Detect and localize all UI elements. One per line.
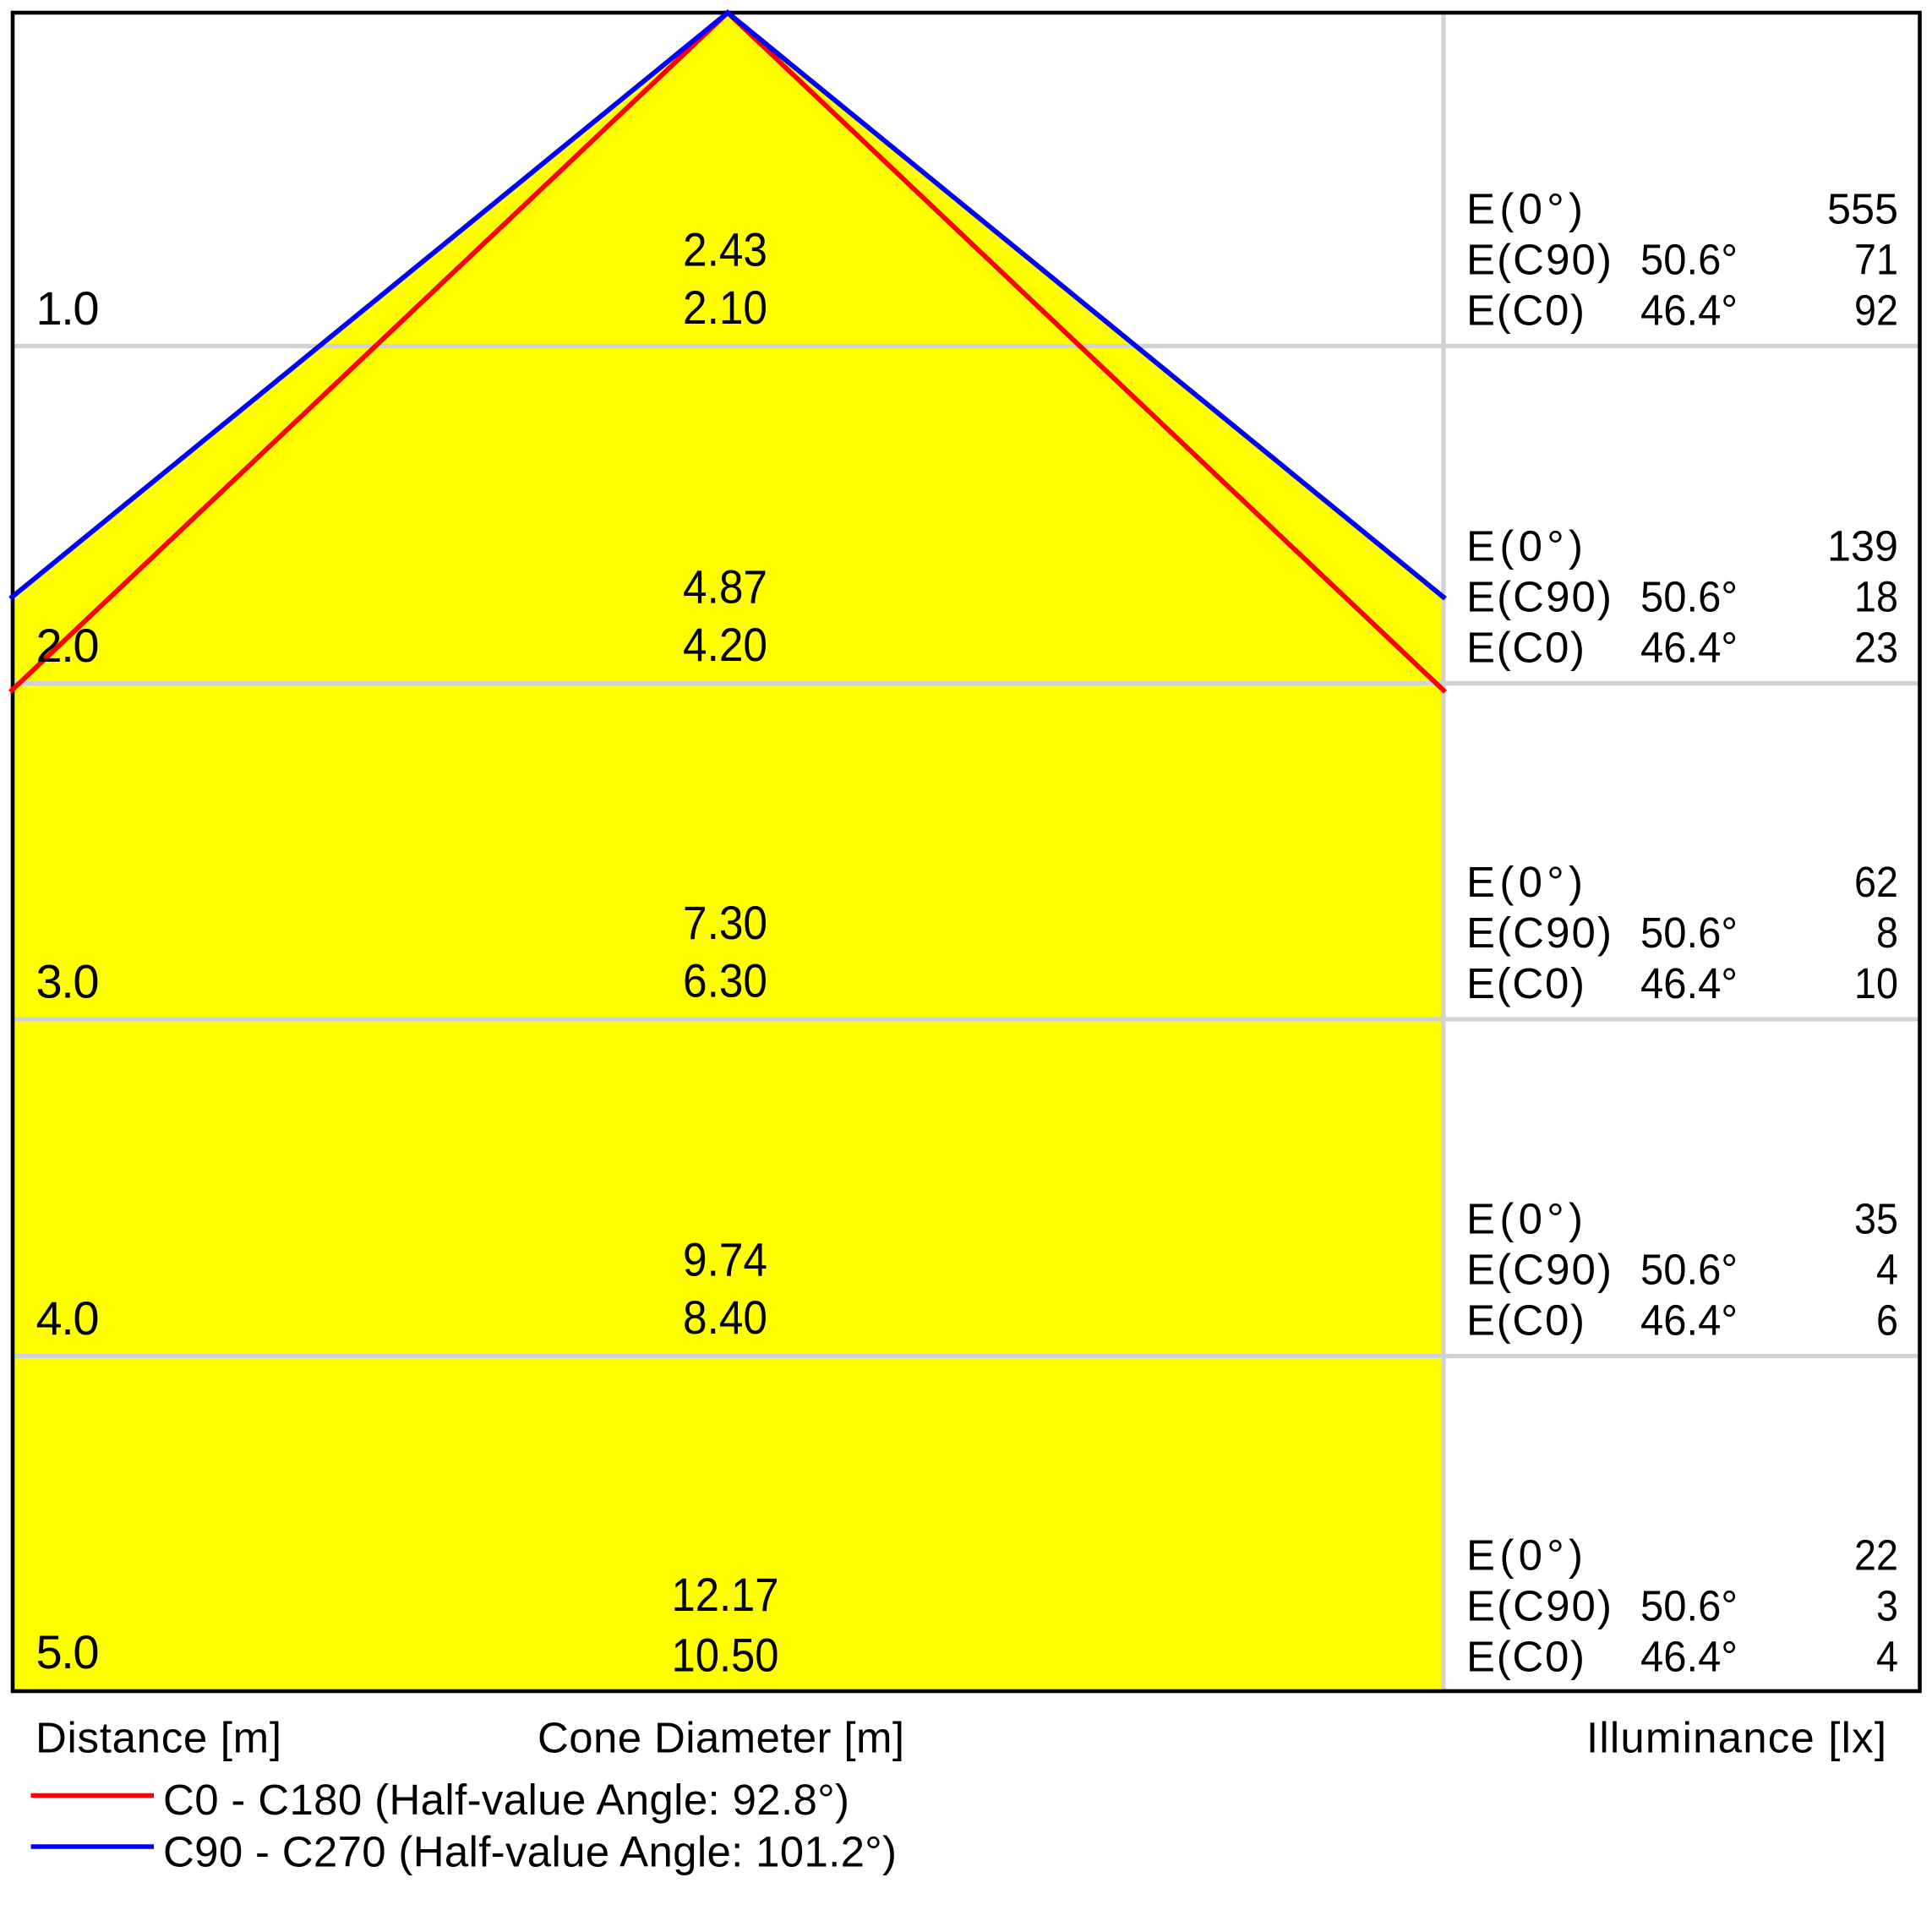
svg-text:9.74: 9.74: [683, 1233, 767, 1286]
svg-text:46.4°: 46.4°: [1640, 1296, 1738, 1345]
svg-text:2.43: 2.43: [683, 223, 767, 276]
svg-text:4: 4: [1876, 1246, 1898, 1294]
svg-text:2.10: 2.10: [683, 281, 767, 334]
svg-text:10: 10: [1854, 959, 1898, 1007]
svg-text:4.20: 4.20: [683, 618, 767, 671]
svg-text:E(C90): E(C90): [1466, 573, 1612, 621]
svg-text:6.30: 6.30: [683, 954, 767, 1007]
svg-text:Distance [m]: Distance [m]: [35, 1714, 281, 1762]
svg-text:35: 35: [1854, 1195, 1898, 1243]
svg-text:8.40: 8.40: [683, 1291, 767, 1344]
svg-text:50.6°: 50.6°: [1640, 236, 1738, 284]
svg-text:E(C0): E(C0): [1466, 959, 1585, 1007]
svg-text:8: 8: [1876, 909, 1898, 957]
svg-text:50.6°: 50.6°: [1640, 909, 1738, 957]
svg-text:E(C90): E(C90): [1466, 1246, 1612, 1294]
svg-text:10.50: 10.50: [672, 1629, 779, 1682]
svg-text:2.0: 2.0: [36, 619, 100, 672]
svg-text:E(C0): E(C0): [1466, 287, 1585, 335]
svg-text:12.17: 12.17: [672, 1568, 779, 1621]
svg-text:50.6°: 50.6°: [1640, 1246, 1738, 1294]
svg-text:46.4°: 46.4°: [1640, 624, 1738, 672]
svg-text:3.0: 3.0: [36, 955, 100, 1008]
svg-text:E(C0): E(C0): [1466, 624, 1585, 672]
svg-text:1.0: 1.0: [36, 281, 100, 335]
svg-text:E(C90): E(C90): [1466, 236, 1612, 284]
svg-text:6: 6: [1876, 1296, 1898, 1345]
svg-text:18: 18: [1854, 573, 1898, 621]
svg-text:50.6°: 50.6°: [1640, 1582, 1738, 1630]
svg-text:71: 71: [1854, 236, 1898, 284]
svg-text:E(0°): E(0°): [1466, 1195, 1583, 1243]
svg-text:7.30: 7.30: [683, 896, 767, 949]
svg-text:E(0°): E(0°): [1466, 1531, 1583, 1580]
svg-text:E(C0): E(C0): [1466, 1633, 1585, 1681]
svg-text:E(C90): E(C90): [1466, 909, 1612, 957]
svg-text:139: 139: [1827, 522, 1898, 570]
svg-text:46.4°: 46.4°: [1640, 287, 1738, 335]
svg-text:E(C0): E(C0): [1466, 1296, 1585, 1345]
svg-text:4.87: 4.87: [683, 560, 767, 614]
svg-text:3: 3: [1876, 1582, 1898, 1630]
svg-text:4: 4: [1876, 1633, 1898, 1681]
svg-text:Illuminance [lx]: Illuminance [lx]: [1586, 1714, 1886, 1762]
svg-text:62: 62: [1854, 858, 1898, 906]
svg-text:5.0: 5.0: [36, 1625, 100, 1678]
svg-text:C0 - C180 (Half-value Angle: 9: C0 - C180 (Half-value Angle: 92.8°): [163, 1776, 849, 1824]
svg-text:92: 92: [1854, 287, 1898, 335]
svg-text:Cone Diameter [m]: Cone Diameter [m]: [538, 1714, 904, 1762]
svg-text:50.6°: 50.6°: [1640, 573, 1738, 621]
svg-text:E(C90): E(C90): [1466, 1582, 1612, 1630]
svg-text:23: 23: [1854, 624, 1898, 672]
svg-text:E(0°): E(0°): [1466, 858, 1583, 906]
svg-text:E(0°): E(0°): [1466, 522, 1583, 570]
svg-text:46.4°: 46.4°: [1640, 959, 1738, 1007]
svg-text:46.4°: 46.4°: [1640, 1633, 1738, 1681]
svg-text:E(0°): E(0°): [1466, 185, 1583, 233]
svg-text:C90 - C270 (Half-value Angle:: C90 - C270 (Half-value Angle: 101.2°): [163, 1828, 897, 1876]
svg-text:555: 555: [1827, 185, 1898, 233]
svg-text:4.0: 4.0: [36, 1291, 100, 1345]
svg-text:22: 22: [1854, 1531, 1898, 1580]
